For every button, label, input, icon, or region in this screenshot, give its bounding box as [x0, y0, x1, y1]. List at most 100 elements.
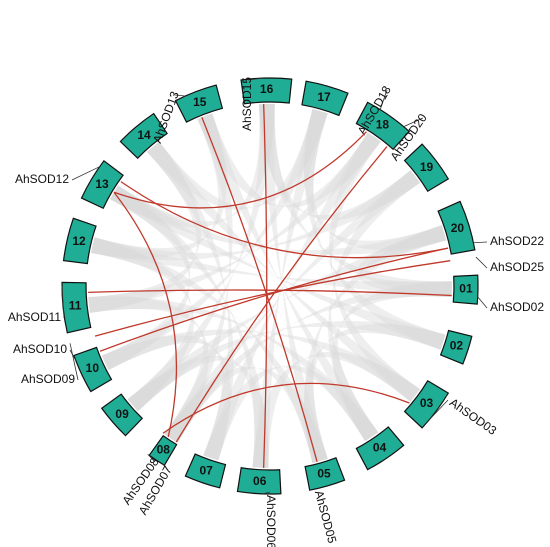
synteny-link — [201, 117, 318, 462]
background-ribbon — [358, 225, 452, 298]
background-ribbon — [304, 323, 446, 463]
gene-label: AhSOD09 — [21, 372, 75, 386]
background-ribbon — [127, 225, 447, 412]
chromosome-label: 20 — [451, 221, 465, 235]
gene-label: AhSOD06 — [264, 495, 278, 547]
background-ribbon — [197, 113, 379, 442]
chromosome-label: 04 — [373, 441, 387, 455]
chromosome-label: 17 — [317, 90, 331, 104]
chromosome-label: 01 — [459, 282, 473, 296]
chromosome-label: 09 — [115, 407, 129, 421]
gene-label: AhSOD22 — [490, 234, 544, 248]
chromosome-block — [355, 426, 405, 471]
chromosome-label: 10 — [86, 361, 100, 375]
gene-leader — [174, 94, 186, 97]
gene-leader — [61, 285, 65, 319]
background-ribbon — [304, 109, 447, 250]
chromosome-block — [73, 346, 113, 393]
chromosome-label: 03 — [420, 396, 434, 410]
background-ribbon — [304, 109, 446, 350]
chromosome-block — [62, 217, 97, 265]
background-ribbon — [252, 109, 328, 468]
gene-label: AhSOD25 — [490, 260, 544, 274]
chromosome-block — [100, 393, 144, 437]
background-ribbon — [147, 109, 328, 210]
background-ribbon — [304, 225, 447, 463]
background-ribbon — [127, 321, 446, 412]
background-ribbon — [258, 103, 328, 463]
gene-leader — [475, 256, 488, 269]
background-ribbon — [110, 185, 269, 468]
synteny-link — [94, 260, 451, 337]
background-ribbon — [329, 132, 420, 402]
gene-leader — [429, 399, 449, 420]
synteny-link — [162, 382, 410, 434]
synteny-link — [262, 104, 268, 468]
gene-leader — [147, 454, 156, 463]
gene-leader — [247, 77, 263, 81]
background-ribbon — [101, 335, 231, 461]
background-ribbon — [91, 170, 420, 261]
chromosome-label: 13 — [95, 177, 109, 191]
gene-leader — [71, 166, 100, 181]
background-ribbon — [91, 113, 227, 259]
chromosome-label: 16 — [260, 82, 274, 96]
chromosome-block — [403, 379, 450, 429]
gene-leader — [262, 491, 271, 495]
chromosome-block — [236, 467, 282, 495]
background-ribbon — [110, 185, 447, 255]
background-ribbon — [197, 113, 381, 208]
chromosome-label: 11 — [69, 299, 82, 313]
background-ribbon — [110, 185, 446, 350]
background-ribbon — [88, 132, 381, 313]
background-ribbon — [147, 141, 420, 402]
synteny-link — [88, 289, 452, 297]
synteny-link — [113, 131, 367, 209]
chromosome-block — [452, 274, 479, 305]
gene-label: AhSOD15 — [240, 77, 254, 131]
chromosome-block — [304, 457, 346, 491]
background-ribbon — [203, 365, 379, 461]
gene-leader — [379, 89, 388, 110]
gene-label: AhSOD10 — [13, 342, 67, 356]
chromosome-label: 19 — [420, 160, 434, 174]
gene-label: AhSOD05 — [312, 489, 340, 545]
chromosome-label: 18 — [376, 118, 390, 132]
chromosome-block — [403, 143, 450, 193]
chromosome-block — [184, 453, 227, 489]
synteny-link — [99, 247, 449, 352]
gene-label: AhSOD11 — [8, 310, 61, 324]
chromosome-label: 14 — [137, 128, 151, 142]
background-ribbon — [203, 132, 381, 461]
chromosome-block — [301, 80, 349, 117]
background-ribbon — [328, 170, 420, 442]
chromosome-label: 06 — [253, 474, 267, 488]
synteny-link — [120, 181, 449, 259]
chromosome-label: 08 — [157, 443, 171, 457]
background-ribbon — [147, 141, 234, 461]
chromosome-block — [119, 112, 168, 160]
chromosome-label: 05 — [317, 467, 331, 481]
gene-leader — [69, 343, 79, 381]
gene-label: AhSOD02 — [490, 300, 544, 314]
chromosome-block — [437, 200, 476, 255]
background-ribbon — [127, 103, 275, 412]
synteny-link — [113, 191, 178, 438]
chromosome-block — [439, 329, 473, 365]
gene-leader — [403, 117, 424, 128]
background-ribbon — [127, 355, 269, 468]
gene-leader — [473, 241, 488, 244]
background-ribbon — [164, 366, 328, 463]
gene-leader — [162, 464, 169, 471]
chromosome-block — [355, 101, 411, 151]
background-ribbon — [91, 237, 195, 412]
background-ribbon — [88, 296, 209, 443]
gene-label: AhSOD03 — [447, 395, 500, 438]
chromosome-label: 02 — [450, 339, 464, 353]
background-ribbon — [101, 185, 191, 371]
background-ribbon — [91, 237, 452, 298]
chromosome-label: 15 — [193, 95, 207, 109]
chromosome-block — [174, 84, 224, 123]
chromosome-block — [240, 77, 293, 105]
